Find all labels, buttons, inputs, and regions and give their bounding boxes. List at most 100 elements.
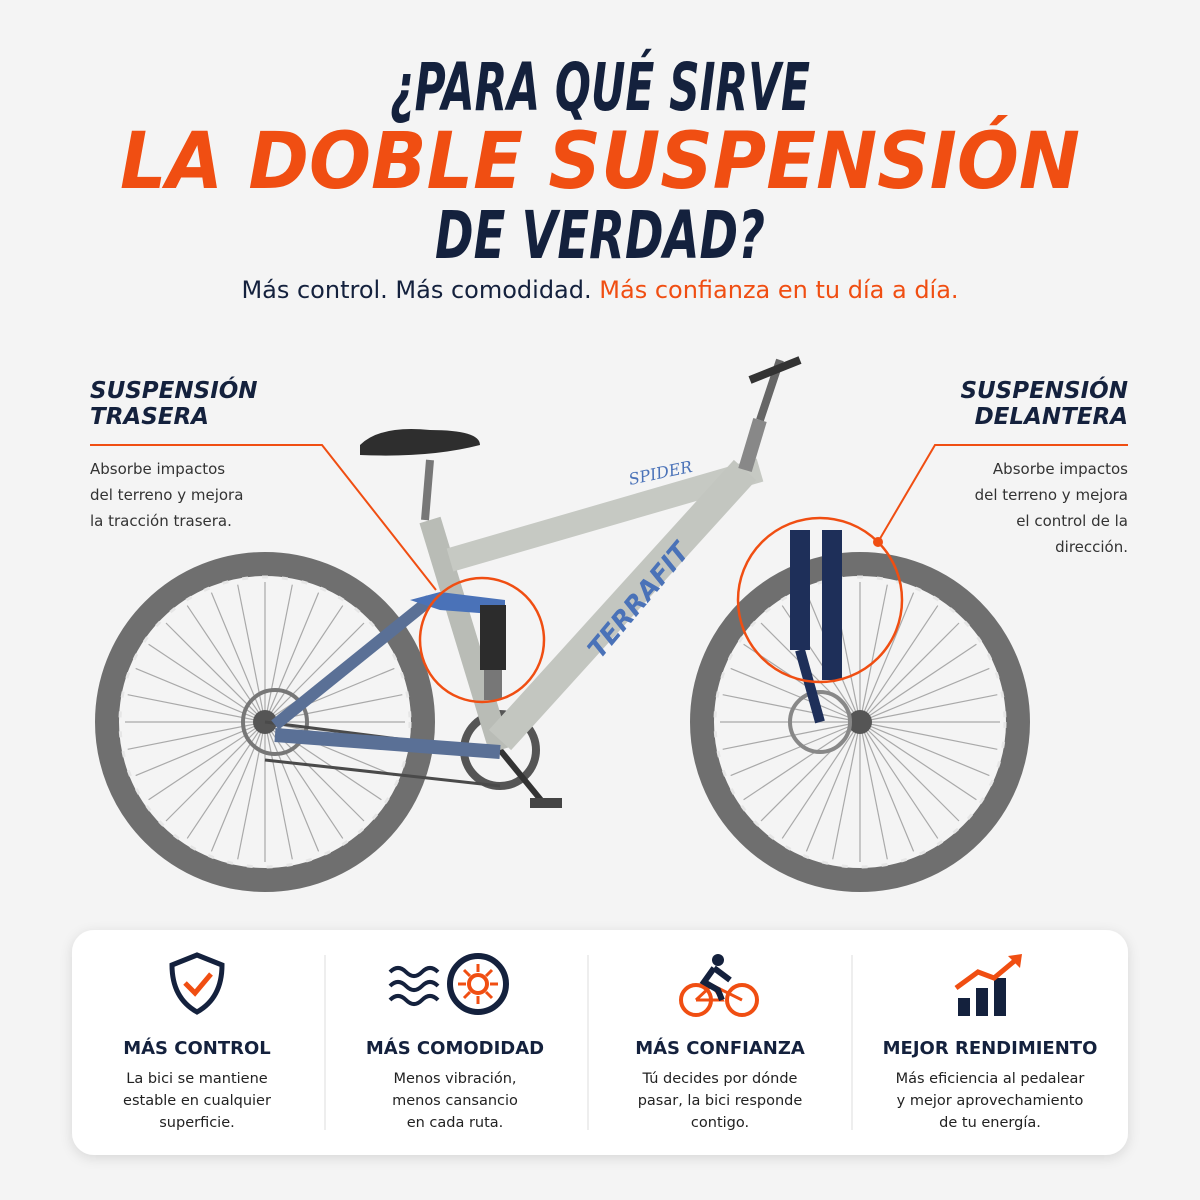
bike-illustration-part	[95, 552, 435, 892]
icon-performance-part	[1008, 954, 1022, 968]
icon-performance-part	[994, 978, 1006, 1016]
spoke	[859, 721, 939, 839]
spoke	[264, 592, 320, 723]
spoke	[859, 721, 960, 822]
spoke	[210, 592, 266, 723]
spoke	[743, 643, 861, 723]
bike-illustration-part	[530, 798, 562, 808]
spoke	[859, 643, 977, 723]
icon-comfort-part	[388, 980, 440, 992]
spoke	[264, 584, 293, 723]
icon-performance-part	[976, 988, 988, 1016]
callout-title: DELANTERA	[975, 404, 1128, 430]
callout-line	[90, 444, 437, 591]
spoke	[730, 721, 861, 777]
bike-illustration-part	[795, 648, 825, 724]
icon-performance	[954, 954, 1022, 1016]
spoke	[264, 605, 344, 723]
features-card	[72, 930, 1128, 1155]
bike-illustration-part	[748, 356, 802, 384]
callout-text: Absorbe impactos	[90, 460, 225, 478]
spoke	[859, 694, 998, 723]
feature-text: menos cansancio	[392, 1093, 518, 1109]
bike-illustration-part	[738, 417, 767, 473]
bike-illustration-part	[488, 459, 757, 751]
icon-comfort-part	[388, 966, 440, 978]
spoke	[859, 721, 915, 852]
feature-title: MÁS CONFIANZA	[635, 1037, 805, 1059]
spoke	[832, 721, 861, 860]
callout-text: dirección.	[1055, 538, 1128, 556]
title-line: DE VERDAD?	[435, 197, 765, 274]
bike-illustration-part	[274, 728, 501, 759]
spoke	[859, 622, 960, 723]
bike-illustration-part	[484, 670, 502, 700]
highlight-circle	[736, 516, 904, 684]
bike-illustration-part	[690, 552, 1030, 892]
spoke	[859, 584, 888, 723]
icon-comfort-part	[467, 973, 489, 995]
feature-text: estable en cualquier	[123, 1093, 271, 1109]
bike-illustration-part	[421, 459, 434, 521]
icon-cyclist	[679, 954, 759, 1017]
feature-text: contigo.	[691, 1115, 749, 1131]
spoke	[237, 721, 266, 860]
spoke	[730, 667, 861, 723]
spoke	[859, 605, 939, 723]
spoke	[237, 584, 266, 723]
spoke	[859, 667, 990, 723]
feature-title: MÁS COMODIDAD	[366, 1037, 544, 1059]
spoke	[859, 721, 888, 860]
spoke	[805, 721, 861, 852]
spoke	[859, 721, 990, 777]
bike-illustration-part	[480, 605, 506, 670]
feature-title: MÁS CONTROL	[123, 1037, 271, 1059]
callout-dot	[873, 537, 883, 547]
spoke	[264, 622, 365, 723]
icon-shield-part	[183, 972, 213, 997]
subtitle-main: Más control. Más comodidad.	[241, 276, 591, 304]
bike-illustration-part	[419, 516, 511, 754]
bike-illustration-part	[848, 710, 872, 734]
bike-illustration-part	[360, 429, 480, 456]
title-line: ¿PARA QUÉ SIRVE	[390, 48, 810, 126]
feature-text: superficie.	[159, 1115, 235, 1131]
bike-illustration-part	[264, 758, 501, 788]
callout-text: Absorbe impactos	[993, 460, 1128, 478]
highlight-circle	[418, 576, 546, 704]
icon-comfort	[388, 953, 509, 1015]
bike-illustration-part	[118, 575, 412, 869]
subtitle-highlight: Más confianza en tu día a día.	[599, 276, 958, 304]
feature-text: Tú decides por dónde	[642, 1071, 798, 1087]
callout-title: SUSPENSIÓN	[90, 376, 258, 404]
bike-illustration-part	[271, 595, 434, 730]
callout-text: el control de la	[1016, 512, 1128, 530]
bike-illustration-part	[446, 458, 764, 572]
spoke	[264, 721, 293, 860]
icon-shield-part	[169, 952, 225, 1015]
icon-comfort-part	[388, 994, 440, 1006]
spoke	[264, 721, 320, 852]
spoke	[781, 721, 861, 839]
spoke	[210, 721, 266, 852]
bike-illustration-part	[822, 530, 842, 680]
feature-text: Más eficiencia al pedalear	[896, 1071, 1085, 1087]
feature-title: MEJOR RENDIMIENTO	[883, 1038, 1098, 1059]
feature-text: Menos vibración,	[394, 1071, 517, 1087]
feature-text: pasar, la bici responde	[638, 1093, 803, 1109]
callout-text: la tracción trasera.	[90, 512, 232, 530]
icon-shield	[169, 952, 225, 1015]
subtitle: Más control. Más comodidad. Más confianz…	[241, 276, 958, 304]
spoke	[859, 721, 977, 801]
icon-comfort-part	[447, 953, 509, 1015]
title-line: LA DOBLE SUSPENSIÓN	[120, 115, 1080, 207]
bike-illustration-part	[713, 575, 1007, 869]
bike-illustration-part	[790, 530, 810, 650]
spoke	[859, 592, 915, 723]
infographic-part: MÁS CONTROL La bici se mantiene estable en…	[123, 1037, 1097, 1131]
callout-title: SUSPENSIÓN	[960, 376, 1128, 404]
feature-text: La bici se mantiene	[126, 1071, 268, 1087]
callout-line	[877, 444, 1128, 543]
icon-performance-part	[954, 956, 1020, 991]
